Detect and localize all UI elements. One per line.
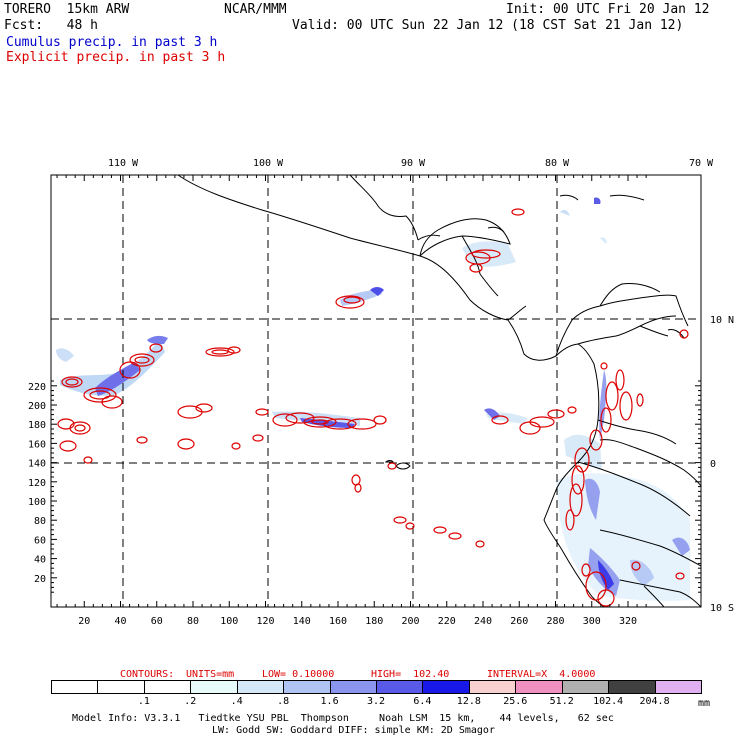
explicit-legend: Explicit precip. in past 3 h — [6, 50, 226, 65]
x-tick-label: 180 — [365, 616, 383, 627]
init-time: Init: 00 UTC Fri 20 Jan 12 — [506, 2, 710, 17]
y-tick-label: 100 — [28, 497, 46, 508]
org-label: NCAR/MMM — [224, 2, 287, 17]
valid-time: Valid: 00 UTC Sun 22 Jan 12 (18 CST Sat … — [292, 18, 684, 33]
colorbar-cell — [283, 680, 331, 694]
lon-label: 80 W — [545, 158, 570, 169]
x-tick-label: 200 — [401, 616, 419, 627]
colorbar-label: 6.4 — [413, 696, 432, 707]
y-tick-label: 200 — [28, 401, 46, 412]
coastlines — [177, 174, 702, 608]
latlon-grid — [51, 175, 701, 607]
y-tick-label: 60 — [34, 535, 46, 546]
x-tick-label: 80 — [187, 616, 199, 627]
colorbar-label: 12.8 — [456, 696, 481, 707]
colorbar-label: 25.6 — [503, 696, 528, 707]
lon-label: 90 W — [401, 158, 426, 169]
colorbar-cell — [376, 680, 424, 694]
colorbar-cell — [329, 680, 377, 694]
lon-label: 110 W — [108, 158, 139, 169]
x-tick-label: 280 — [546, 616, 564, 627]
colorbar-label: .8 — [277, 696, 290, 707]
colorbar-cell — [190, 680, 238, 694]
axis-ticks — [51, 175, 701, 607]
y-tick-label: 40 — [34, 555, 46, 566]
colorbar-cell — [97, 680, 145, 694]
colorbar-cell — [654, 680, 702, 694]
contour-units: UNITS=mm — [186, 669, 235, 680]
colorbar-label: 3.2 — [366, 696, 386, 707]
colorbar-label: 102.4 — [593, 696, 624, 707]
colorbar-label: 51.2 — [549, 696, 574, 707]
lat-label: 10 S — [710, 603, 734, 614]
cumulus-shading — [56, 197, 690, 601]
colorbar-label: 1.6 — [320, 696, 339, 707]
explicit-contours — [57, 208, 689, 607]
contour-high: HIGH= 102.40 — [371, 669, 450, 680]
x-tick-label: 220 — [438, 616, 456, 627]
x-tick-label: 20 — [78, 616, 90, 627]
forecast-hour: Fcst: 48 h — [4, 18, 98, 33]
model-info: Model Info: V3.3.1 Tiedtke YSU PBL Thomp… — [72, 713, 614, 724]
colorbar-cell — [51, 680, 99, 694]
colorbar-cell — [143, 680, 192, 694]
lon-label: 70 W — [689, 158, 714, 169]
contour-low: LOW= 0.10000 — [262, 669, 335, 680]
colorbar: .1 .2 .4 .8 1.6 3.2 6.4 12.8 25.6 51.2 102.4 204.8 — [51, 680, 702, 710]
colorbar-cell — [515, 680, 563, 694]
x-tick-label: 320 — [619, 616, 637, 627]
colorbar-label: .4 — [230, 696, 243, 707]
cumulus-legend: Cumulus precip. in past 3 h — [6, 35, 218, 50]
colorbar-cell — [608, 680, 656, 694]
x-tick-label: 240 — [474, 616, 492, 627]
model-title: TORERO 15km ARW — [4, 2, 130, 17]
x-tick-label: 160 — [329, 616, 347, 627]
colorbar-label: .1 — [137, 696, 150, 707]
colorbar-cell — [561, 680, 610, 694]
y-tick-label: 180 — [28, 420, 46, 431]
y-tick-label: 20 — [34, 574, 46, 585]
colorbar-unit: mm — [698, 698, 711, 709]
y-tick-label: 140 — [28, 459, 46, 470]
model-physics: LW: Godd SW: Goddard DIFF: simple KM: 2D… — [212, 725, 495, 736]
colorbar-cell — [468, 680, 517, 694]
colorbar-label: .2 — [184, 696, 197, 707]
colorbar-cell — [236, 680, 285, 694]
y-tick-label: 80 — [34, 516, 46, 527]
contour-label: CONTOURS: — [120, 669, 175, 680]
axis-labels: 20 40 60 80 100 120 140 160 180 200 220 240 260 280 30… — [28, 158, 734, 627]
x-tick-label: 140 — [293, 616, 311, 627]
x-tick-label: 100 — [220, 616, 238, 627]
y-tick-label: 160 — [28, 439, 46, 450]
y-tick-label: 120 — [28, 478, 46, 489]
x-tick-label: 120 — [256, 616, 274, 627]
x-tick-label: 260 — [510, 616, 528, 627]
lat-label: 0 — [710, 459, 716, 470]
x-tick-label: 300 — [583, 616, 601, 627]
x-tick-label: 60 — [151, 616, 163, 627]
colorbar-label: 204.8 — [639, 696, 670, 707]
y-tick-label: 220 — [28, 382, 46, 393]
lat-label: 10 N — [710, 315, 734, 326]
colorbar-cell — [422, 680, 470, 694]
lon-label: 100 W — [253, 158, 284, 169]
contour-interval: INTERVAL=X 4.0000 — [487, 669, 596, 680]
x-tick-label: 40 — [114, 616, 126, 627]
